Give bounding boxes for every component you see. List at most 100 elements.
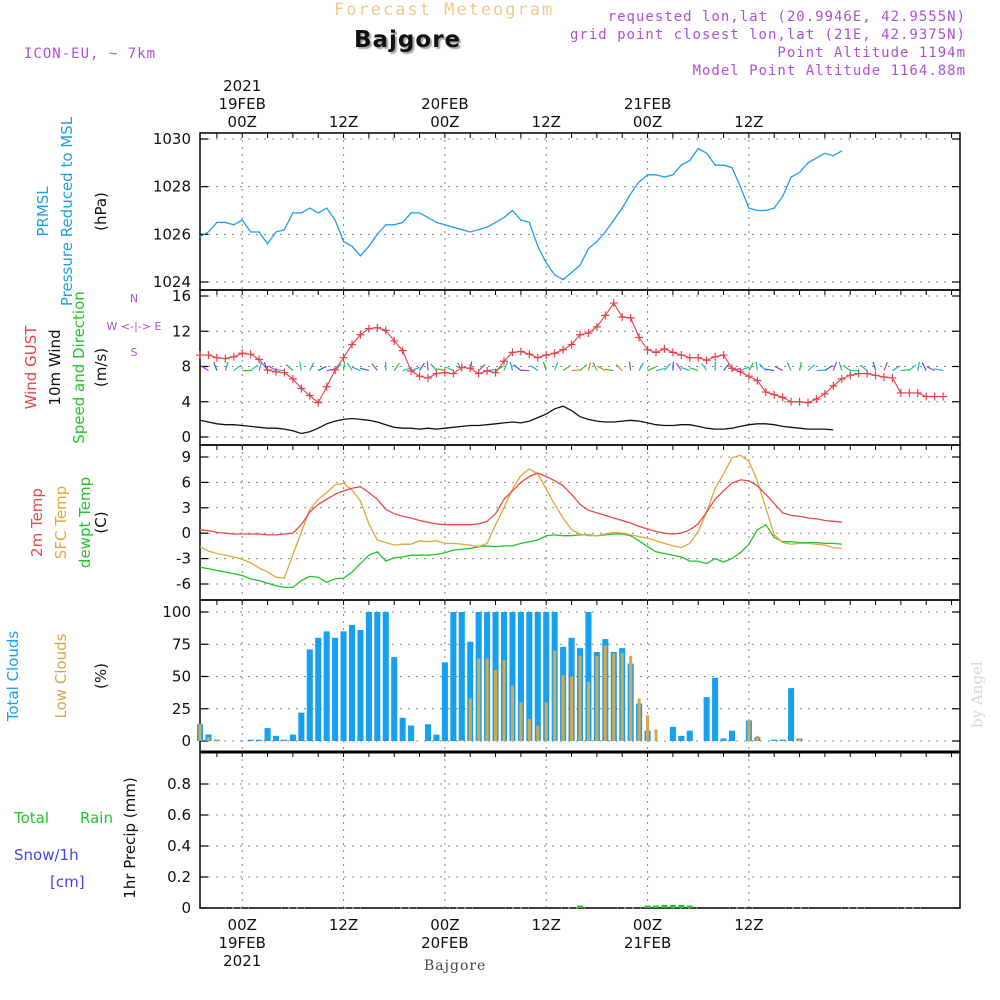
total-cloud-bar <box>374 612 381 741</box>
pressure-point <box>494 221 497 224</box>
gust-point <box>643 345 652 354</box>
ylabel-wind: Wind GUST <box>22 325 40 410</box>
meteogram-title: Forecast Meteogram <box>334 0 555 20</box>
pressure-point <box>722 164 725 166</box>
low-cloud-bar <box>586 681 590 741</box>
pressure-point <box>266 243 269 245</box>
pressure-point <box>756 209 758 212</box>
pressure-point <box>528 221 530 224</box>
gust-point <box>635 333 644 342</box>
low-cloud-bar <box>620 653 624 741</box>
total-cloud-bar <box>424 724 432 741</box>
pressure-point <box>444 224 446 226</box>
low-cloud-bar <box>553 650 557 741</box>
wind-arrow <box>326 368 336 372</box>
gust-point <box>457 363 466 372</box>
wind-arrow <box>900 369 910 372</box>
ytick-label-temperature: -3 <box>176 550 191 568</box>
bottom-hour-label: 12Z <box>329 916 358 934</box>
pressure-point <box>469 231 471 233</box>
low-cloud-bar <box>485 658 489 741</box>
wind-arrow <box>258 361 263 371</box>
rain-bar <box>661 904 668 908</box>
pressure-point <box>832 155 834 157</box>
wind-arrow <box>299 361 302 371</box>
wind-arrow <box>859 364 868 372</box>
yunit-clouds: (%) <box>92 663 110 689</box>
pressure-point <box>351 245 353 247</box>
low-cloud-bar <box>206 737 210 741</box>
total-cloud-bar <box>433 734 440 741</box>
total-cloud-bar <box>365 612 372 741</box>
gust-point <box>466 364 475 373</box>
gust-point <box>601 311 610 320</box>
sfc-temp-line <box>199 454 842 579</box>
pressure-point <box>824 152 826 154</box>
gust-point <box>550 349 559 358</box>
pressure-point <box>706 152 708 154</box>
pressure-point <box>359 255 362 257</box>
ytick-label-clouds: 75 <box>172 635 191 653</box>
ytick-label-pressure: 1028 <box>153 178 191 196</box>
wind-arrow <box>285 364 294 371</box>
pressure-point <box>393 224 395 226</box>
low-cloud-bar <box>747 720 751 741</box>
pressure-point <box>697 147 699 150</box>
wind-arrow <box>908 363 917 371</box>
gust-point <box>804 398 812 407</box>
low-cloud-bar <box>544 702 548 741</box>
pressure-point <box>562 279 564 281</box>
gust-point <box>820 389 829 398</box>
wind-arrow <box>628 361 632 371</box>
gust-point <box>508 348 517 357</box>
rain-bar <box>669 904 676 908</box>
wind-arrow <box>786 362 792 371</box>
wind-arrow <box>701 362 708 371</box>
wind-speed-line <box>199 405 834 435</box>
gust-point <box>407 366 416 375</box>
gust-point <box>238 349 247 358</box>
ytick-label-temperature: 3 <box>181 499 191 517</box>
pressure-point <box>309 207 311 209</box>
wind-arrow <box>832 361 837 371</box>
gust-point <box>204 351 213 360</box>
total-cloud-bar <box>348 624 356 741</box>
pressure-point <box>342 240 345 243</box>
gust-point <box>297 384 306 393</box>
wind-arrow <box>509 361 514 371</box>
pressure-point <box>435 221 438 224</box>
ytick-label-wind: 16 <box>172 287 191 305</box>
pressure-point <box>233 224 235 226</box>
credit: by Angel <box>968 661 986 728</box>
wind-arrow <box>917 361 920 371</box>
pressure-point <box>427 217 429 219</box>
gust-point <box>694 353 703 362</box>
wind-arrow <box>275 369 285 372</box>
wind-arrow <box>681 367 690 372</box>
total-cloud-bar <box>788 688 795 741</box>
dewpoint-line <box>199 523 842 589</box>
gust-point <box>432 369 441 378</box>
wind-arrow <box>838 361 843 371</box>
total-cloud-bar <box>256 739 263 741</box>
wind-arrow <box>444 366 454 372</box>
ylabel-pressure: PRMSL <box>34 186 52 237</box>
pressure-point <box>807 162 809 164</box>
legend-rain: Rain <box>80 809 113 827</box>
low-cloud-bar <box>646 715 650 741</box>
gust-point <box>668 348 677 357</box>
top-date-label: 21FEB <box>624 95 671 113</box>
ylabel-wind: 10m Wind <box>46 329 64 405</box>
low-cloud-bar <box>637 698 641 741</box>
total-cloud-bar <box>323 631 330 741</box>
ytick-label-precip: 0.4 <box>167 837 191 855</box>
wind-arrow <box>759 363 767 371</box>
wind-arrow <box>371 363 378 371</box>
wind-arrow <box>579 364 588 372</box>
wind-arrow <box>647 366 657 372</box>
gust-point <box>331 366 340 375</box>
pressure-point <box>511 209 514 212</box>
total-cloud-bar <box>509 612 516 741</box>
model-altitude: Model Point Altitude 1164.88m <box>692 63 966 79</box>
gust-point <box>322 382 331 391</box>
